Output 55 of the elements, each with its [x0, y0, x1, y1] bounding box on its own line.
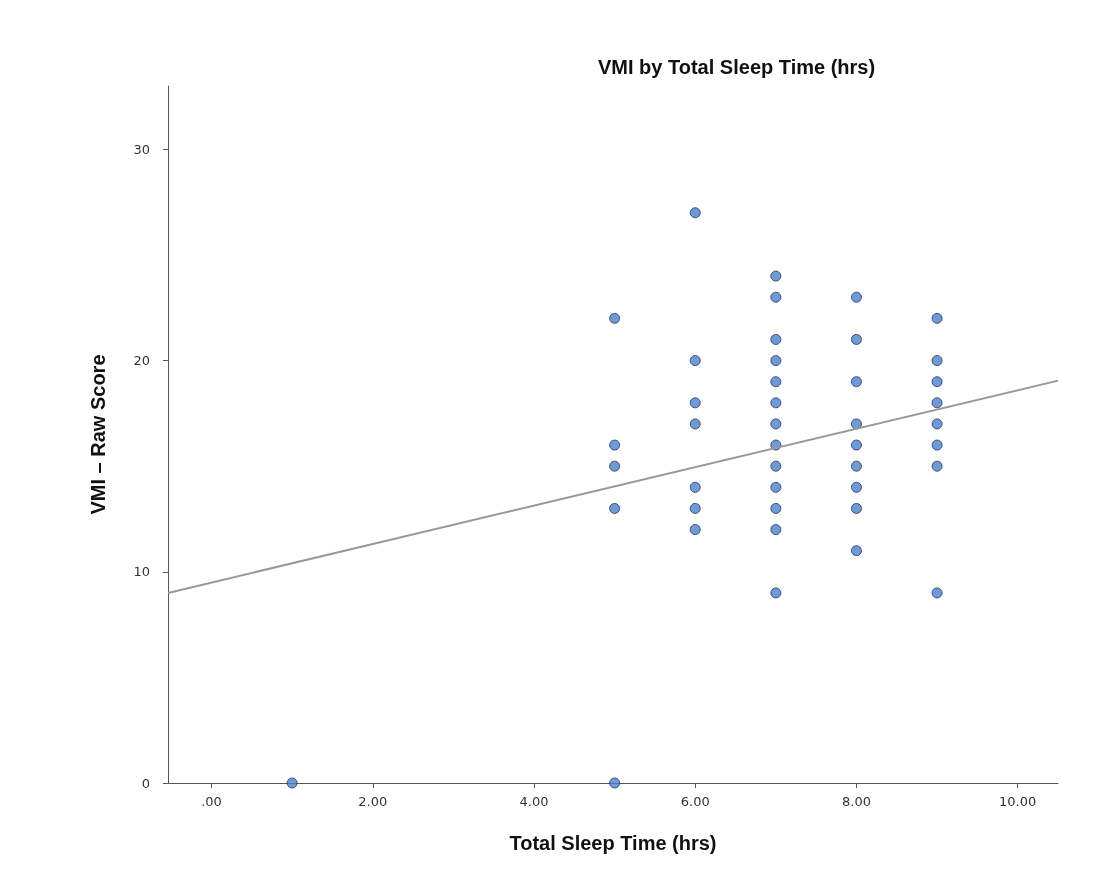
point — [770, 481, 782, 493]
point — [770, 460, 782, 472]
point — [850, 545, 862, 557]
point — [850, 291, 862, 303]
point — [689, 481, 701, 493]
point — [931, 418, 943, 430]
point — [770, 397, 782, 409]
point — [609, 460, 621, 472]
x-tick-label: 4.00 — [519, 794, 549, 809]
point — [770, 376, 782, 388]
point — [931, 355, 943, 367]
point — [850, 439, 862, 451]
chart-title: VMI by Total Sleep Time (hrs) — [598, 56, 876, 78]
y-tick-label: 20 — [133, 353, 150, 369]
point — [770, 355, 782, 367]
x-tick-label: 10.00 — [999, 794, 1037, 809]
point — [931, 397, 943, 409]
x-tick-label: 8.00 — [841, 794, 871, 809]
point — [850, 481, 862, 493]
y-axis-title: VMI – Raw Score — [87, 354, 109, 515]
point — [770, 502, 782, 514]
point — [931, 460, 943, 472]
point — [850, 376, 862, 388]
point — [689, 397, 701, 409]
y-tick-label: 10 — [133, 564, 150, 580]
point — [609, 502, 621, 514]
point — [770, 587, 782, 599]
point — [286, 777, 298, 789]
point — [689, 502, 701, 514]
y-tick-label: 0 — [141, 775, 150, 791]
point — [689, 418, 701, 430]
point — [931, 439, 943, 451]
point — [850, 502, 862, 514]
point — [931, 312, 943, 324]
point — [609, 439, 621, 451]
x-tick-label: 2.00 — [358, 794, 388, 809]
point — [770, 418, 782, 430]
point — [770, 524, 782, 536]
x-axis-title: Total Sleep Time (hrs) — [509, 832, 717, 854]
point — [689, 207, 701, 219]
y-tick-label: 30 — [133, 141, 150, 157]
point — [609, 777, 621, 789]
point — [770, 291, 782, 303]
point — [850, 460, 862, 472]
point — [770, 270, 782, 282]
point — [689, 524, 701, 536]
x-tick-label: .00 — [201, 794, 222, 809]
point — [931, 376, 943, 388]
point — [770, 333, 782, 345]
x-tick-label: 6.00 — [680, 794, 710, 809]
point — [850, 418, 862, 430]
point — [689, 355, 701, 367]
point — [931, 587, 943, 599]
point — [609, 312, 621, 324]
point — [850, 333, 862, 345]
